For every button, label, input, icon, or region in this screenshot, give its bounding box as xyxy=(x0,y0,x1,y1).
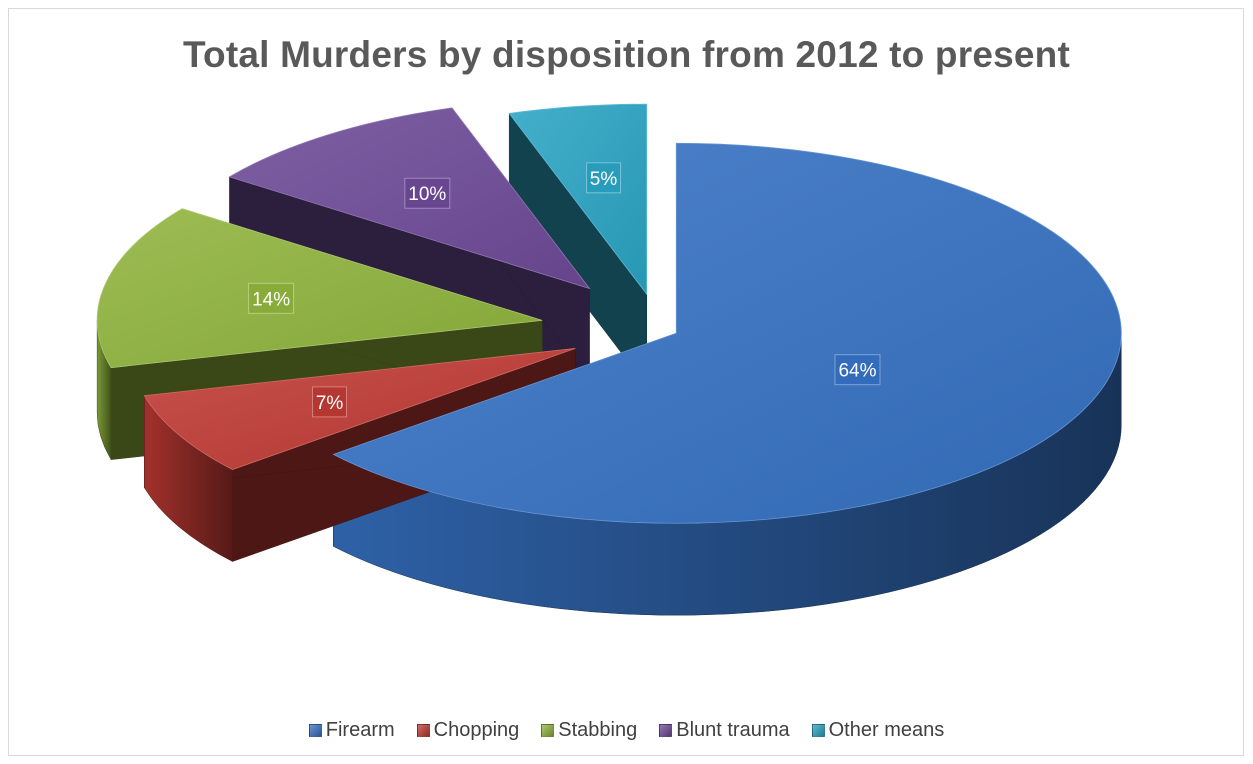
data-label-chopping: 7% xyxy=(312,386,348,418)
data-label-text-other-means: 5% xyxy=(590,169,618,190)
legend-item-other-means: Other means xyxy=(811,719,945,742)
legend-swatch-chopping xyxy=(416,724,430,737)
chart-legend: Firearm Chopping Stabbing Blunt trauma Other… xyxy=(0,719,1253,742)
slice-top-stabbing xyxy=(96,208,543,369)
legend-swatch-blunt-trauma xyxy=(659,724,673,737)
data-label-text-blunt-trauma: 10% xyxy=(408,184,446,205)
legend-item-chopping: Chopping xyxy=(416,719,520,742)
legend-swatch-other-means xyxy=(811,724,825,737)
legend-label: Stabbing xyxy=(558,719,638,741)
data-label-blunt-trauma: 10% xyxy=(404,177,451,209)
legend-label: Other means xyxy=(828,719,945,741)
legend-swatch-stabbing xyxy=(541,724,555,737)
data-label-text-firearm: 64% xyxy=(838,361,876,382)
legend-swatch-firearm xyxy=(308,724,322,737)
data-label-stabbing: 14% xyxy=(248,282,295,314)
data-label-other-means: 5% xyxy=(586,162,622,194)
slice-top-firearm xyxy=(332,142,1122,524)
legend-label: Chopping xyxy=(433,719,520,741)
data-label-firearm: 64% xyxy=(834,354,881,386)
slice-top-chopping xyxy=(143,348,576,470)
chart-title: Total Murders by disposition from 2012 t… xyxy=(183,34,1070,75)
data-label-text-chopping: 7% xyxy=(316,393,344,414)
data-label-text-stabbing: 14% xyxy=(252,289,290,310)
slice-top-other-means xyxy=(508,103,648,296)
legend-label: Blunt trauma xyxy=(676,719,790,741)
legend-item-firearm: Firearm xyxy=(308,719,395,742)
legend-item-blunt-trauma: Blunt trauma xyxy=(659,719,790,742)
legend-item-stabbing: Stabbing xyxy=(541,719,637,742)
legend-label: Firearm xyxy=(325,719,395,741)
